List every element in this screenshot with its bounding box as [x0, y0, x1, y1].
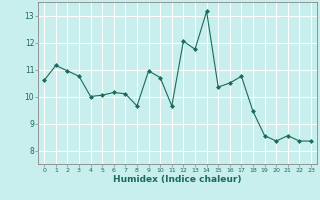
- X-axis label: Humidex (Indice chaleur): Humidex (Indice chaleur): [113, 175, 242, 184]
